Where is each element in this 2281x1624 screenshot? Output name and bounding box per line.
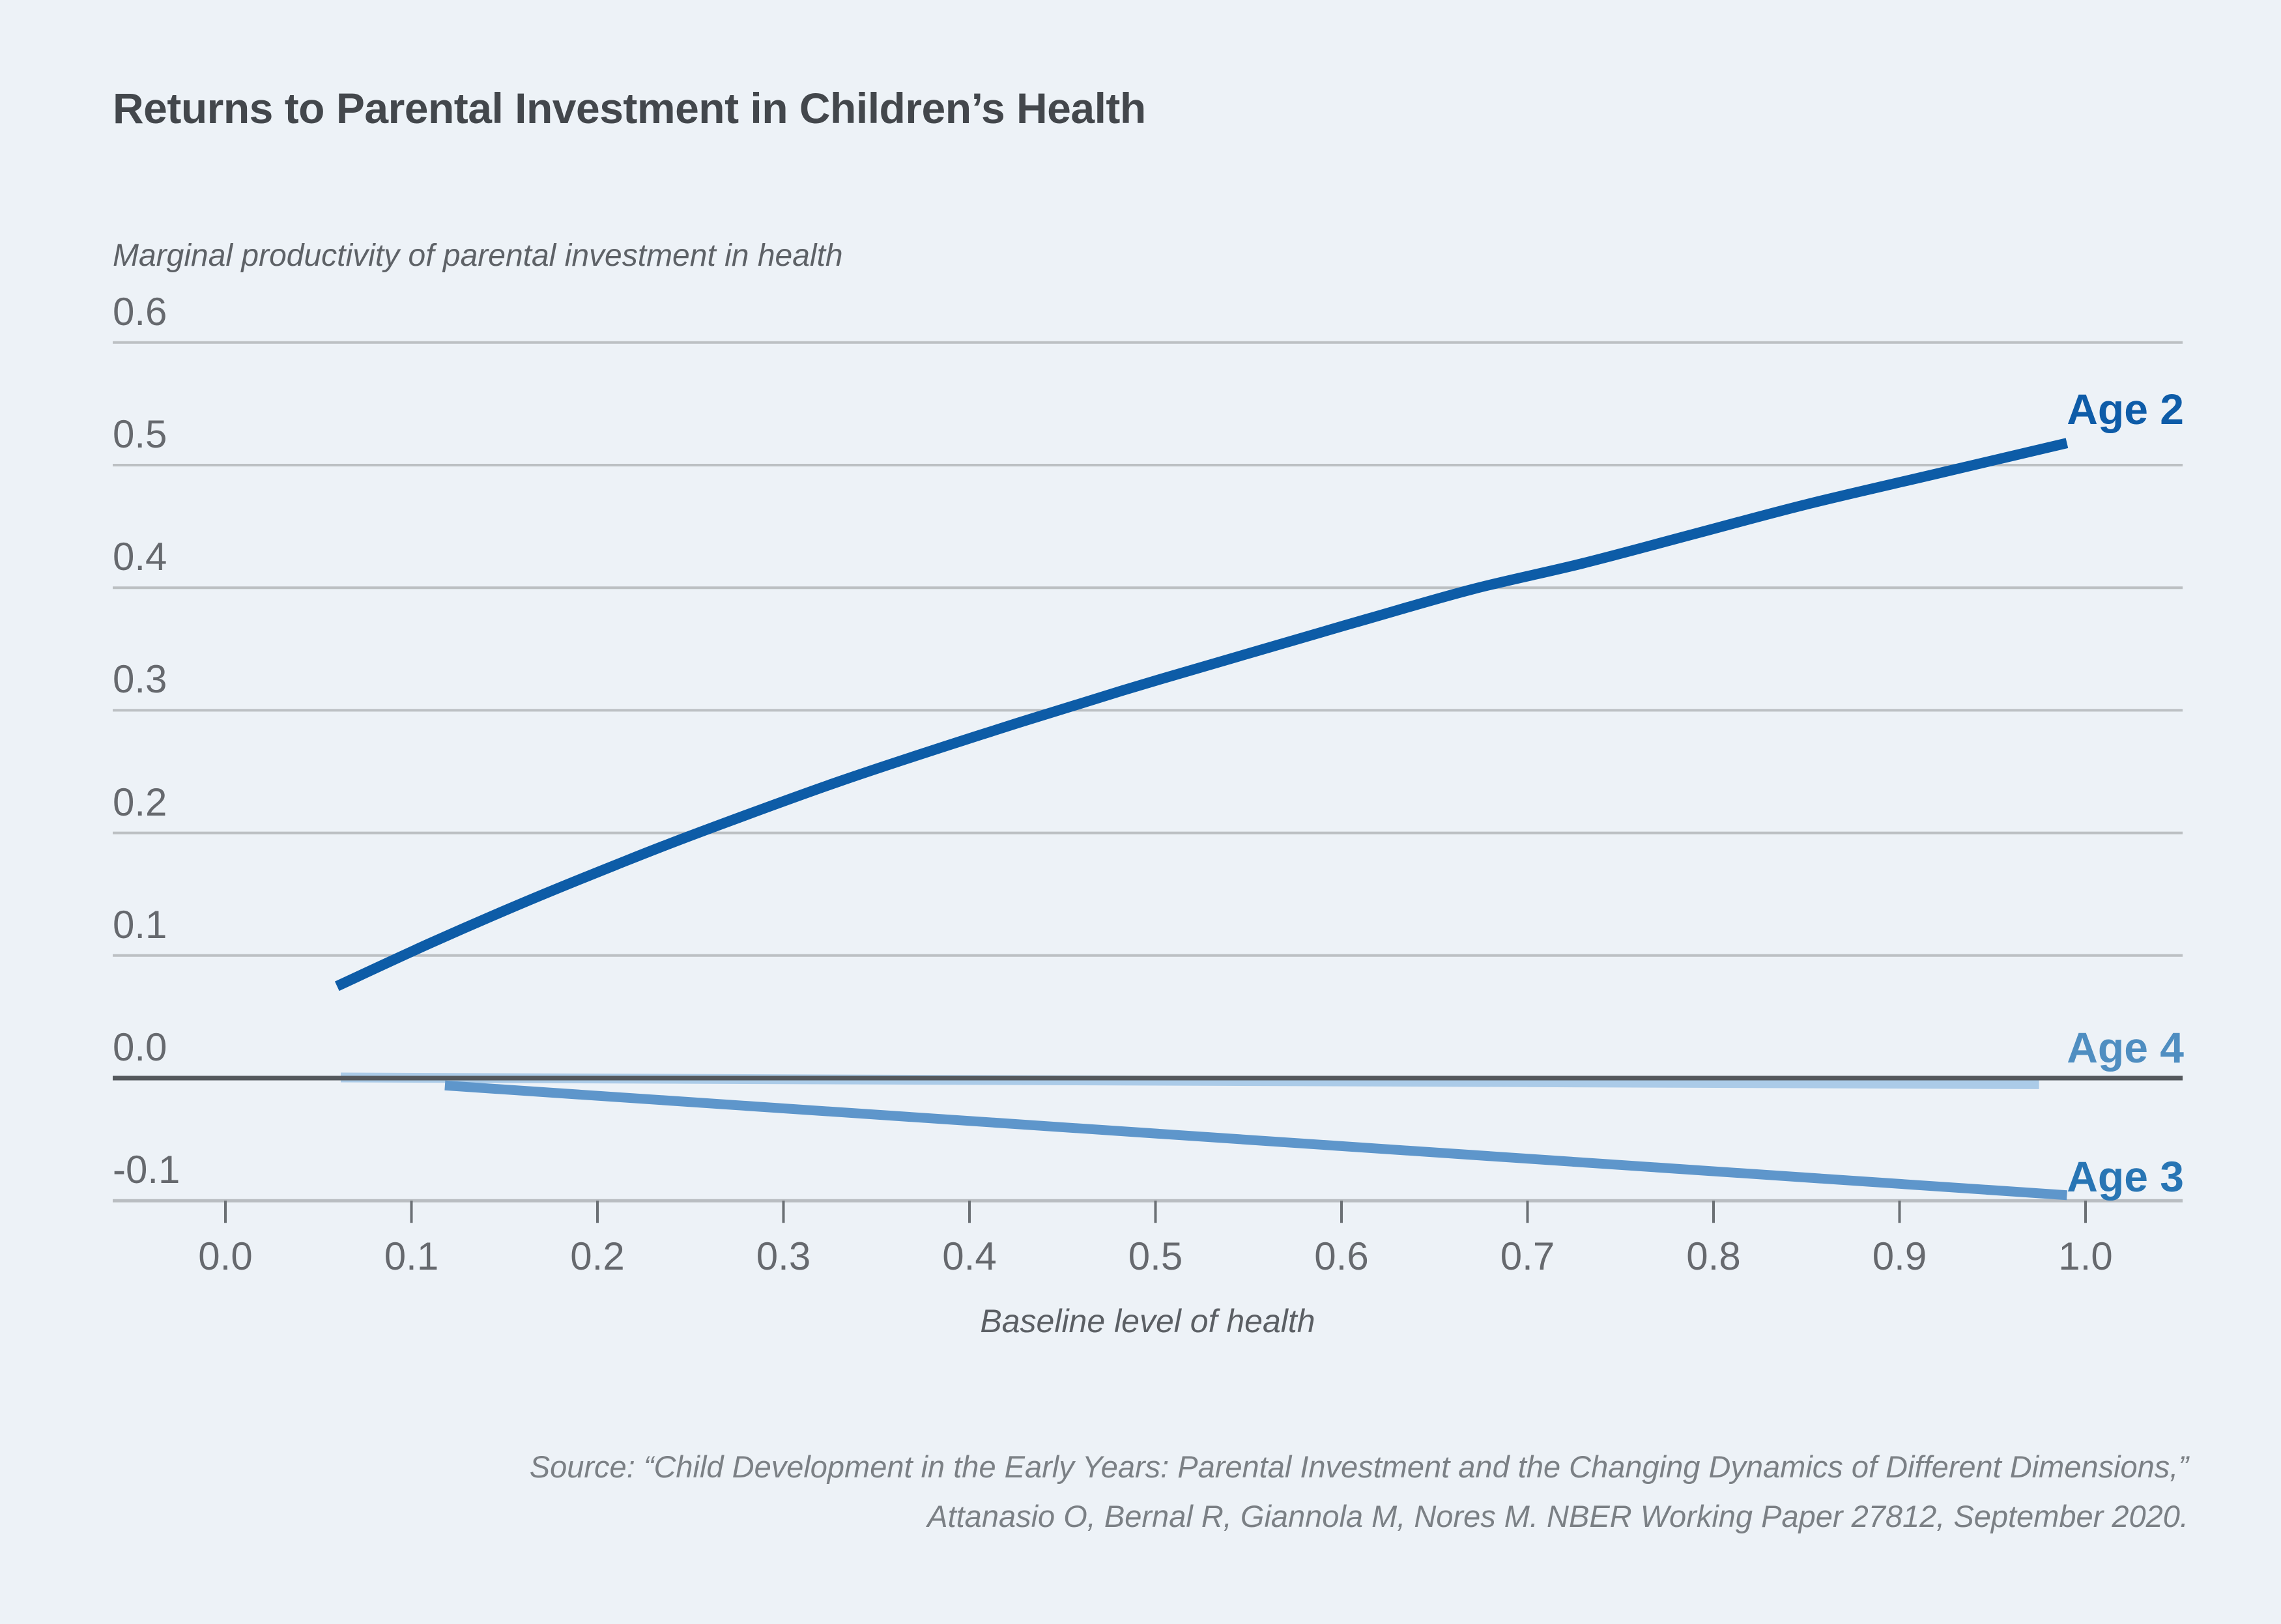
y-tick-label-0.3: 0.3 bbox=[113, 657, 167, 702]
x-tick-label-0.6: 0.6 bbox=[1314, 1234, 1369, 1278]
y-tick-label-0.4: 0.4 bbox=[113, 535, 167, 579]
y-tick-label-0.6: 0.6 bbox=[113, 289, 167, 334]
source-note: Source: “Child Development in the Early … bbox=[195, 1442, 2188, 1541]
chart-title: Returns to Parental Investment in Childr… bbox=[113, 84, 1146, 132]
series-label-age-2: Age 2 bbox=[2067, 385, 2184, 433]
series-line-age-2 bbox=[334, 438, 2069, 991]
y-tick-label-0.1: 0.1 bbox=[113, 902, 167, 947]
x-tick-label-0.8: 0.8 bbox=[1686, 1234, 1741, 1278]
y-tick-label-0.5: 0.5 bbox=[113, 412, 167, 456]
x-tick-label-0.9: 0.9 bbox=[1872, 1234, 1927, 1278]
y-tick-label-0.2: 0.2 bbox=[113, 780, 167, 824]
x-tick-label-0.2: 0.2 bbox=[570, 1234, 625, 1278]
x-tick-label-0.7: 0.7 bbox=[1500, 1234, 1555, 1278]
x-tick-label-1.0: 1.0 bbox=[2058, 1234, 2113, 1278]
series-line-age-3 bbox=[444, 1080, 2067, 1201]
x-tick-label-0.1: 0.1 bbox=[384, 1234, 439, 1278]
x-tick-label-0.3: 0.3 bbox=[756, 1234, 811, 1278]
series-label-age-4: Age 4 bbox=[2067, 1023, 2184, 1072]
source-line-1: Source: “Child Development in the Early … bbox=[529, 1449, 2188, 1484]
x-tick-label-0.4: 0.4 bbox=[942, 1234, 997, 1278]
x-tick-label-0.0: 0.0 bbox=[198, 1234, 253, 1278]
x-axis-title: Baseline level of health bbox=[980, 1303, 1315, 1339]
series-label-age-3: Age 3 bbox=[2067, 1152, 2184, 1201]
source-line-2: Attanasio O, Bernal R, Giannola M, Nores… bbox=[927, 1499, 2188, 1533]
y-tick-label-0.0: 0.0 bbox=[113, 1025, 167, 1069]
y-tick-label--0.1: -0.1 bbox=[113, 1148, 180, 1192]
y-axis-title: Marginal productivity of parental invest… bbox=[113, 238, 843, 273]
x-tick-label-0.5: 0.5 bbox=[1128, 1234, 1183, 1278]
